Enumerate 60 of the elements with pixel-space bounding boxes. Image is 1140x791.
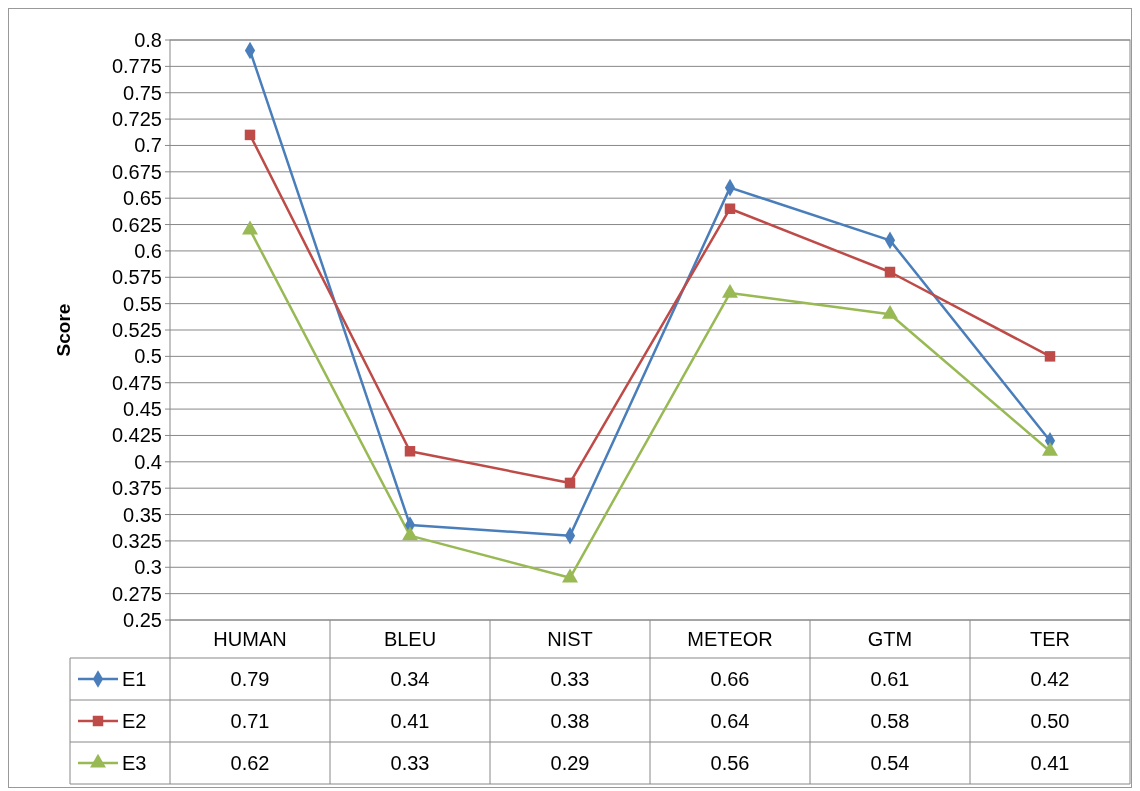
data-label: 0.29 xyxy=(550,752,590,774)
y-tick-label: 0.725 xyxy=(111,108,162,131)
point xyxy=(1042,442,1058,456)
data-label: 0.33 xyxy=(390,752,430,774)
y-tick-label: 0.6 xyxy=(134,239,162,262)
data-label: 0.38 xyxy=(550,710,590,732)
data-label: 0.34 xyxy=(390,668,430,690)
x-tick-label: BLEU xyxy=(383,628,437,650)
y-tick-label: 0.7 xyxy=(134,134,162,157)
y-tick-label: 0.5 xyxy=(134,345,162,368)
point xyxy=(724,203,736,214)
y-tick-label: 0.25 xyxy=(123,609,162,631)
y-tick-label: 0.35 xyxy=(123,503,162,526)
data-label: 0.56 xyxy=(710,752,750,774)
y-tick-label: 0.45 xyxy=(123,398,162,421)
y-tick-label: 0.425 xyxy=(111,424,162,447)
y-tick-label: 0.275 xyxy=(111,582,162,605)
point xyxy=(244,129,256,141)
y-tick-label: 0.65 xyxy=(123,187,162,210)
data-label: 0.64 xyxy=(710,710,750,732)
y-tick-label: 0.55 xyxy=(123,292,162,315)
y-tick-label: 0.4 xyxy=(134,450,162,473)
data-label: 0.42 xyxy=(1030,668,1070,690)
data-label: 0.62 xyxy=(230,752,270,774)
data-label: 0.79 xyxy=(230,668,270,690)
point xyxy=(884,266,896,278)
y-tick-label: 0.325 xyxy=(111,529,162,552)
y-tick-label: 0.575 xyxy=(111,266,162,289)
data-label: 0.58 xyxy=(870,710,910,732)
data-label: 0.61 xyxy=(870,668,910,690)
y-tick-label: 0.475 xyxy=(111,371,162,394)
point xyxy=(562,568,578,583)
legend-label: E1 xyxy=(122,668,147,690)
point xyxy=(1044,351,1056,362)
data-label: 0.66 xyxy=(710,668,750,690)
x-tick-label: NIST xyxy=(547,628,593,650)
y-tick-label: 0.75 xyxy=(123,81,162,104)
y-axis-title: Score xyxy=(53,303,74,357)
y-tick-label: 0.3 xyxy=(134,556,162,579)
y-tick-label: 0.775 xyxy=(111,55,162,78)
data-label: 0.33 xyxy=(550,668,590,690)
data-label: 0.41 xyxy=(390,710,430,732)
y-tick-label: 0.675 xyxy=(111,160,162,183)
data-label: 0.54 xyxy=(870,752,910,774)
legend-label: E3 xyxy=(122,752,147,774)
x-tick-label: HUMAN xyxy=(213,628,287,650)
y-tick-label: 0.8 xyxy=(134,29,162,51)
data-label: 0.41 xyxy=(1030,752,1070,774)
x-tick-label: METEOR xyxy=(687,628,773,650)
point xyxy=(404,446,416,457)
y-tick-label: 0.625 xyxy=(111,213,162,236)
data-label: 0.50 xyxy=(1030,710,1070,732)
y-tick-label: 0.375 xyxy=(111,477,162,500)
data-label: 0.71 xyxy=(230,710,270,732)
x-tick-label: TER xyxy=(1030,628,1070,650)
point xyxy=(402,526,418,541)
y-tick-label: 0.525 xyxy=(111,319,162,341)
x-tick-label: GTM xyxy=(867,628,913,650)
legend-label: E2 xyxy=(122,710,147,732)
point xyxy=(564,477,576,489)
